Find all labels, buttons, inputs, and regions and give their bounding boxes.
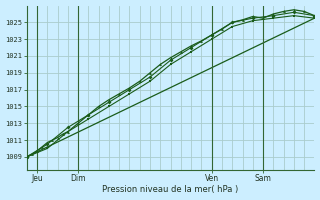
X-axis label: Pression niveau de la mer( hPa ): Pression niveau de la mer( hPa ) (102, 185, 239, 194)
